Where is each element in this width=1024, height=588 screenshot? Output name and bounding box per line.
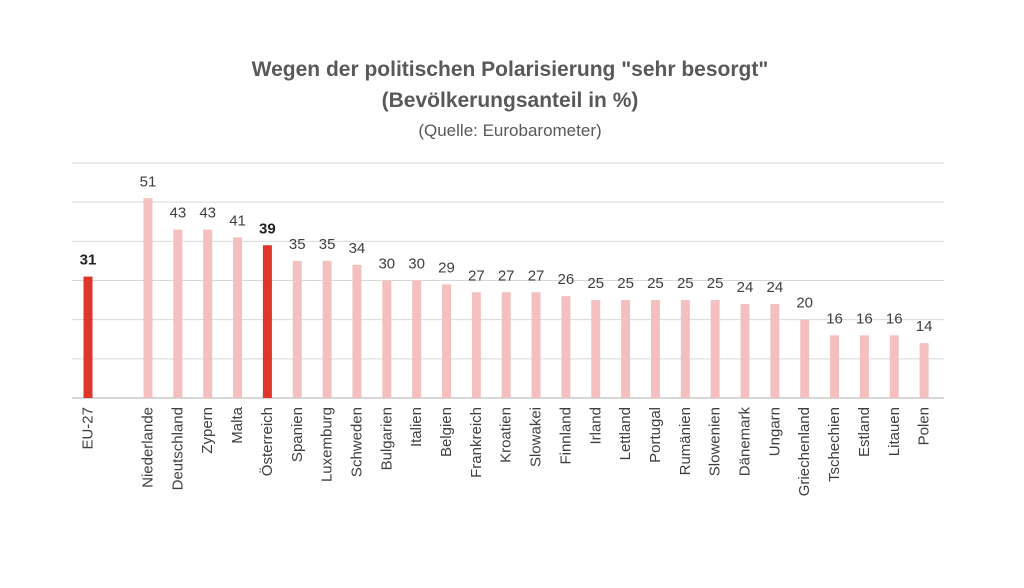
value-label: 20 — [796, 295, 813, 312]
category-label: Slowenien — [707, 407, 724, 476]
bar — [442, 284, 451, 398]
category-label: Italien — [408, 407, 425, 447]
bar — [471, 292, 481, 398]
value-label: 16 — [856, 310, 873, 327]
category-label: Slowakei — [528, 407, 545, 467]
value-label: 35 — [319, 236, 336, 253]
category-label: Lettland — [617, 407, 634, 460]
bar — [770, 304, 780, 398]
bar — [830, 335, 840, 398]
gridlines — [72, 162, 944, 399]
category-label: Irland — [587, 407, 604, 445]
bar — [233, 237, 243, 398]
value-label: 43 — [170, 205, 187, 222]
bar — [412, 280, 422, 398]
bars — [83, 198, 929, 398]
bar — [859, 335, 869, 398]
category-label: Finnland — [557, 407, 574, 465]
category-labels: EU-27 Niederlande Deutschland Zypern Malta Ös… — [80, 406, 933, 496]
bar — [292, 260, 302, 398]
chart-subtitle: (Quelle: Eurobarometer) — [418, 121, 601, 140]
bar — [83, 276, 93, 398]
bar — [591, 300, 601, 398]
value-label: 16 — [886, 310, 903, 327]
category-label: Polen — [916, 407, 933, 445]
value-label: 34 — [349, 240, 366, 257]
bar — [710, 300, 720, 398]
category-label: Rumänien — [677, 407, 694, 475]
category-label: EU-27 — [80, 407, 97, 450]
bar — [621, 300, 631, 398]
category-label: Österreich — [258, 407, 276, 476]
bar — [889, 335, 899, 398]
category-label: Bulgarien — [378, 407, 395, 470]
bar — [352, 264, 362, 398]
category-label: Schweden — [348, 407, 365, 477]
value-label: 26 — [558, 271, 575, 288]
value-label: 35 — [289, 236, 306, 253]
value-label: 25 — [677, 275, 694, 292]
category-label: Portugal — [647, 407, 664, 463]
value-label: 31 — [80, 252, 97, 269]
bar — [740, 304, 750, 398]
value-label: 30 — [378, 256, 395, 273]
bar — [322, 260, 332, 398]
category-label: Deutschland — [169, 407, 186, 490]
value-label: 24 — [737, 279, 754, 296]
value-label: 41 — [229, 212, 246, 229]
bar — [501, 292, 511, 398]
bar — [800, 319, 810, 398]
bar — [561, 296, 571, 398]
category-label: Luxemburg — [319, 407, 336, 482]
value-label: 27 — [468, 267, 485, 284]
chart-title-line-2: (Bevölkerungsanteil in %) — [382, 89, 639, 112]
bar — [919, 343, 929, 398]
value-label: 25 — [647, 275, 664, 292]
category-label: Spanien — [289, 407, 306, 462]
value-labels: 31 51 43 43 41 39 35 35 34 30 30 29 27 27 27 26 25 25 25 25… — [80, 173, 933, 335]
category-label: Tschechien — [826, 407, 843, 482]
value-label: 25 — [587, 275, 604, 292]
value-label: 51 — [140, 173, 157, 190]
value-label: 27 — [528, 267, 545, 284]
category-label: Dänemark — [737, 407, 754, 477]
bar — [203, 229, 213, 398]
category-label: Niederlande — [140, 407, 157, 488]
category-label: Kroatien — [498, 407, 515, 463]
bar — [382, 280, 392, 398]
category-label: Estland — [856, 407, 873, 457]
bar — [650, 300, 660, 398]
category-label: Malta — [229, 406, 246, 443]
value-label: 24 — [767, 279, 784, 296]
value-label: 43 — [199, 205, 216, 222]
category-label: Griechenland — [796, 407, 813, 496]
value-label: 39 — [259, 220, 276, 237]
value-label: 25 — [707, 275, 724, 292]
category-label: Belgien — [438, 407, 455, 457]
bar — [143, 198, 153, 398]
category-label: Zypern — [199, 407, 216, 454]
bar — [680, 300, 690, 398]
value-label: 30 — [408, 256, 425, 273]
value-label: 29 — [438, 259, 455, 276]
value-label: 25 — [617, 275, 634, 292]
category-label: Ungarn — [766, 407, 783, 456]
bar — [531, 292, 541, 398]
value-label: 16 — [826, 310, 843, 327]
value-label: 14 — [916, 318, 933, 335]
category-label: Frankreich — [468, 407, 485, 478]
bar — [262, 245, 272, 398]
value-label: 27 — [498, 267, 515, 284]
category-label: Litauen — [886, 407, 903, 456]
chart-title-line-1: Wegen der politischen Polarisierung "seh… — [252, 58, 769, 81]
bar — [173, 229, 183, 398]
